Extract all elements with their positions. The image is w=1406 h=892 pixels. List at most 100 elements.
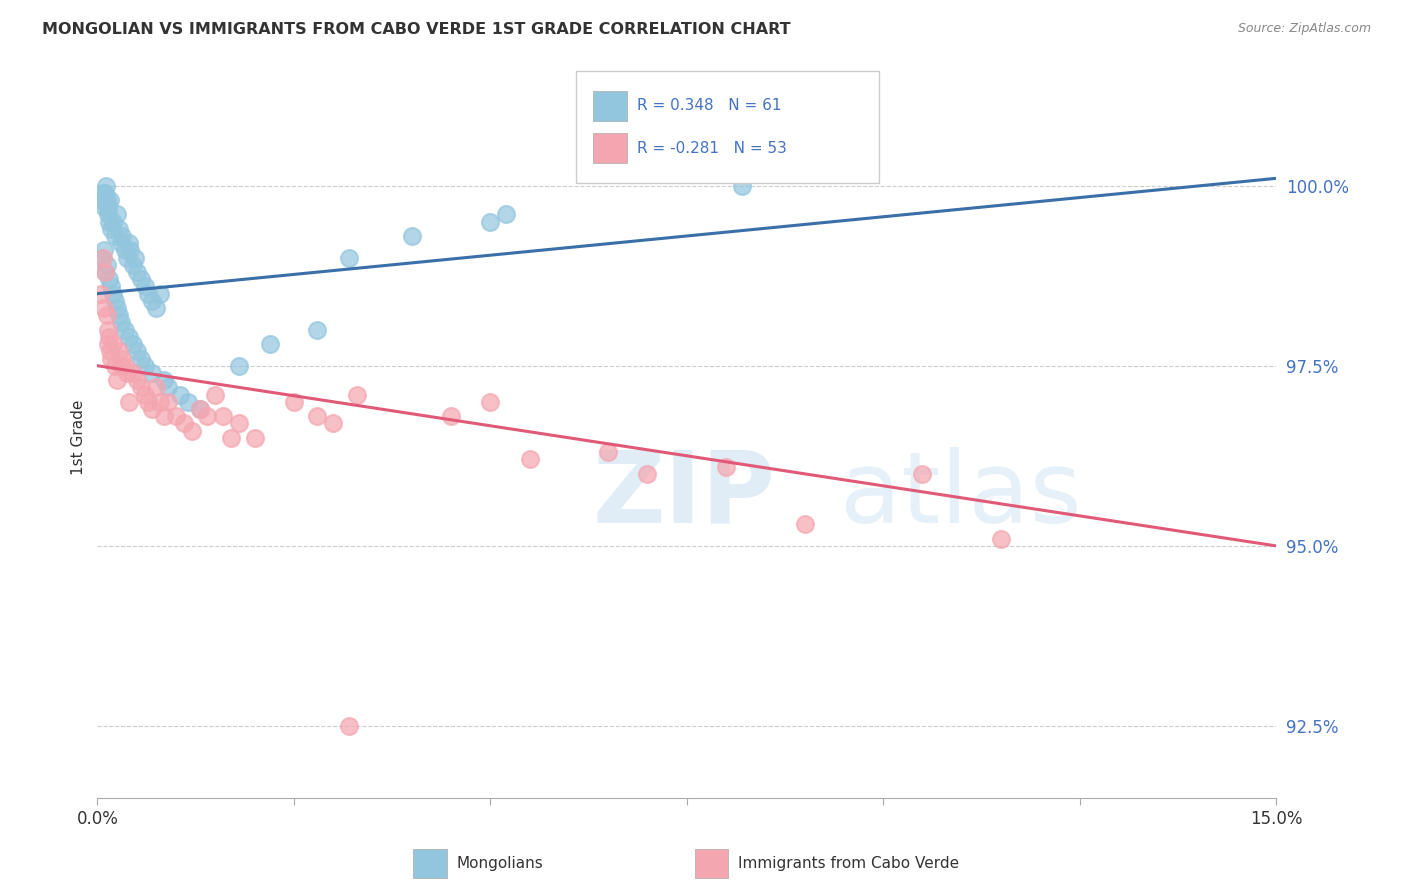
Point	[101, 286, 124, 301]
Point	[129, 351, 152, 366]
Point	[94, 265, 117, 279]
Point	[125, 344, 148, 359]
Point	[111, 229, 134, 244]
Text: Source: ZipAtlas.com: Source: ZipAtlas.com	[1237, 22, 1371, 36]
Point	[91, 251, 114, 265]
Point	[90, 251, 112, 265]
Point	[114, 323, 136, 337]
Point	[101, 214, 124, 228]
Point	[96, 308, 118, 322]
Point	[598, 445, 620, 459]
Point	[145, 301, 167, 315]
Point	[138, 394, 160, 409]
Point	[141, 293, 163, 308]
Point	[134, 387, 156, 401]
Point	[731, 178, 754, 193]
Text: R = -0.281   N = 53: R = -0.281 N = 53	[637, 141, 787, 155]
Point	[98, 214, 121, 228]
Point	[346, 387, 368, 401]
Point	[173, 417, 195, 431]
Point	[990, 532, 1012, 546]
Point	[108, 308, 131, 322]
Point	[91, 186, 114, 200]
Point	[149, 394, 172, 409]
Point	[121, 366, 143, 380]
Point	[307, 409, 329, 424]
Point	[188, 401, 211, 416]
Point	[98, 272, 121, 286]
Point	[100, 351, 122, 366]
Point	[104, 293, 127, 308]
Point	[157, 394, 180, 409]
Point	[145, 380, 167, 394]
Point	[129, 380, 152, 394]
Point	[243, 431, 266, 445]
Point	[440, 409, 463, 424]
Point	[118, 236, 141, 251]
Point	[180, 424, 202, 438]
Point	[259, 337, 281, 351]
Point	[138, 286, 160, 301]
Point	[121, 337, 143, 351]
Point	[157, 380, 180, 394]
Point	[212, 409, 235, 424]
Point	[94, 186, 117, 200]
Point	[401, 229, 423, 244]
Point	[636, 467, 658, 481]
Point	[90, 286, 112, 301]
Point	[108, 344, 131, 359]
Point	[97, 337, 120, 351]
Point	[90, 193, 112, 207]
Point	[153, 409, 176, 424]
Point	[153, 373, 176, 387]
Point	[108, 221, 131, 235]
Point	[94, 265, 117, 279]
Point	[111, 351, 134, 366]
Point	[125, 373, 148, 387]
Point	[337, 719, 360, 733]
Point	[114, 359, 136, 373]
Point	[101, 337, 124, 351]
Point	[129, 272, 152, 286]
Point	[479, 394, 502, 409]
Point	[195, 409, 218, 424]
Point	[337, 251, 360, 265]
Point	[204, 387, 226, 401]
Point	[165, 409, 187, 424]
Text: ZIP: ZIP	[592, 447, 775, 544]
Point	[97, 323, 120, 337]
Point	[125, 265, 148, 279]
Text: atlas: atlas	[839, 447, 1081, 544]
Point	[105, 301, 128, 315]
Point	[714, 459, 737, 474]
Point	[96, 258, 118, 272]
Point	[118, 394, 141, 409]
Point	[98, 344, 121, 359]
Point	[96, 193, 118, 207]
Point	[283, 394, 305, 409]
Point	[98, 330, 121, 344]
Point	[93, 200, 115, 214]
Point	[118, 330, 141, 344]
Point	[100, 221, 122, 235]
Point	[100, 279, 122, 293]
Point	[149, 286, 172, 301]
Text: Immigrants from Cabo Verde: Immigrants from Cabo Verde	[738, 856, 959, 871]
Point	[169, 387, 191, 401]
Point	[120, 244, 142, 258]
Point	[479, 214, 502, 228]
Point	[228, 359, 250, 373]
Point	[110, 236, 132, 251]
Point	[114, 244, 136, 258]
Point	[228, 417, 250, 431]
Point	[97, 200, 120, 214]
Point	[110, 359, 132, 373]
Point	[94, 178, 117, 193]
Text: Mongolians: Mongolians	[457, 856, 544, 871]
Point	[793, 517, 815, 532]
Text: R = 0.348   N = 61: R = 0.348 N = 61	[637, 98, 782, 112]
Point	[93, 244, 115, 258]
Point	[134, 279, 156, 293]
Point	[110, 316, 132, 330]
Point	[98, 193, 121, 207]
